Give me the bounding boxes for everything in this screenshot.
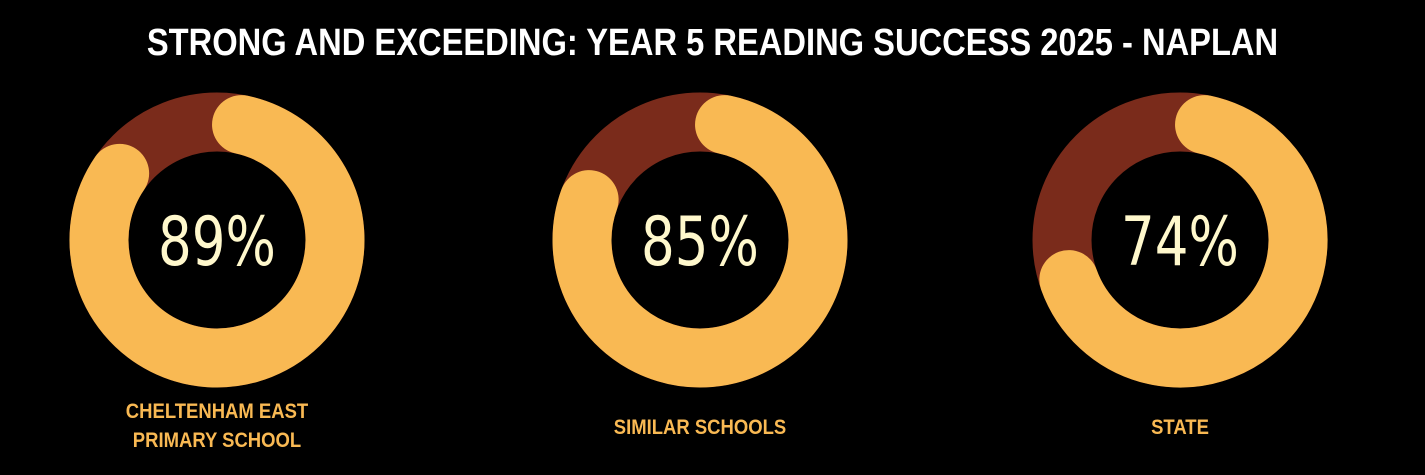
label-line: SIMILAR SCHOOLS <box>613 416 787 439</box>
donut-category-label: CHELTENHAM EAST PRIMARY SCHOOL <box>41 397 393 455</box>
label-line: PRIMARY SCHOOL <box>132 429 302 452</box>
donut-value-label: 74% <box>1121 203 1239 282</box>
donut-value-arc <box>69 95 365 388</box>
donut-value-label: 89% <box>158 203 276 282</box>
donut-2: 74% <box>1032 92 1328 388</box>
donut-value-arc <box>552 95 848 388</box>
label-line: CHELTENHAM EAST <box>125 400 309 423</box>
chart-title: STRONG AND EXCEEDING: YEAR 5 READING SUC… <box>146 22 1279 64</box>
donut-category-label: STATE <box>1004 413 1356 442</box>
donut-value-arc <box>1039 95 1328 388</box>
label-line: STATE <box>1151 416 1209 439</box>
donut-category-label: SIMILAR SCHOOLS <box>524 413 876 442</box>
donut-0: 89% <box>69 92 365 388</box>
donut-value-label: 85% <box>641 203 759 282</box>
donut-1: 85% <box>552 92 848 388</box>
